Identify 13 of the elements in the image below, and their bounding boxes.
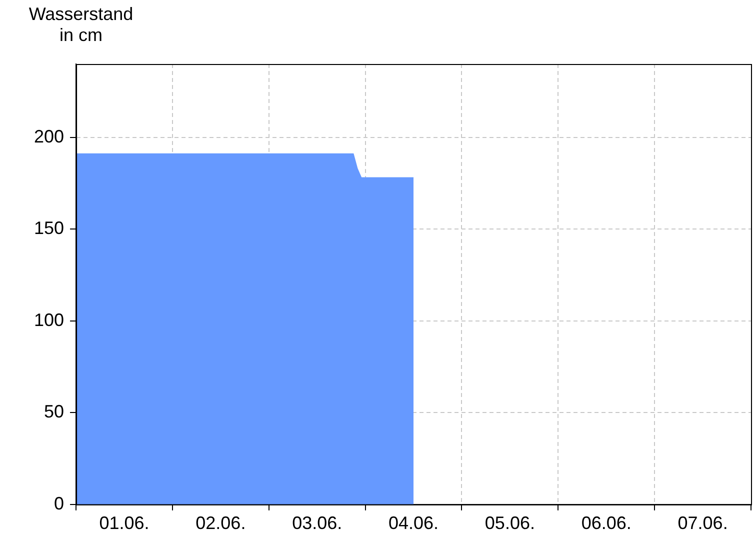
x-tick-label: 01.06. — [99, 513, 150, 534]
x-tick-label: 07.06. — [678, 513, 728, 534]
x-tick-label: 03.06. — [292, 513, 342, 534]
x-tick-label: 06.06. — [581, 513, 632, 534]
y-tick-label: 100 — [34, 310, 64, 330]
y-axis-title: Wasserstand in cm — [28, 4, 134, 46]
x-tick-label: 02.06. — [196, 513, 246, 534]
y-tick-label: 50 — [44, 402, 64, 422]
x-tick-label: 05.06. — [484, 513, 535, 534]
x-tick-label: 04.06. — [388, 513, 439, 534]
y-tick-label: 200 — [34, 126, 64, 146]
y-tick-label: 0 — [54, 493, 64, 514]
y-tick-label: 150 — [34, 218, 64, 238]
